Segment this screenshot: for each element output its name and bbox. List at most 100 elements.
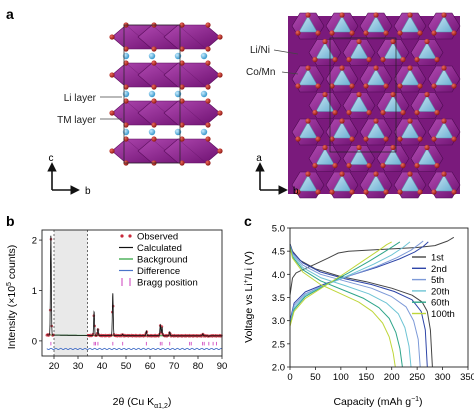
voltage-xtick-label: 200 bbox=[384, 372, 400, 383]
li-atom bbox=[174, 90, 182, 98]
li-octahedron bbox=[383, 94, 403, 112]
oxygen-atom bbox=[339, 12, 345, 18]
series-1st-charge bbox=[289, 236, 455, 296]
oxygen-atom bbox=[383, 83, 389, 89]
xrd-refinement-chart: 20 30 40 50 60 70 80 90 0 1 2 ObservedCalculatedBa… bbox=[6, 229, 228, 410]
xrd-xtick-label: 90 bbox=[217, 361, 228, 372]
oxygen-atom bbox=[312, 56, 318, 63]
xrd-ytick-label: 0 bbox=[32, 336, 37, 347]
oxygen-atom bbox=[373, 171, 379, 177]
oxygen-atom bbox=[332, 109, 338, 116]
li-atom bbox=[174, 128, 182, 136]
oxygen-atom bbox=[295, 30, 301, 36]
oxygen-atom bbox=[390, 38, 396, 45]
oxygen-atom bbox=[205, 84, 211, 90]
oxygen-atom bbox=[179, 46, 185, 52]
excluded-region bbox=[54, 230, 88, 356]
li-octahedron bbox=[417, 147, 437, 165]
li-octahedron bbox=[332, 68, 352, 86]
oxygen-atom bbox=[329, 189, 335, 195]
xrd-xtick-label: 30 bbox=[73, 361, 84, 372]
series-100th-discharge bbox=[289, 247, 396, 368]
legend-label-bragg: Bragg position bbox=[137, 278, 198, 289]
voltage-xtick-label: 100 bbox=[333, 372, 349, 383]
oxygen-atom bbox=[312, 162, 318, 169]
difference-curve bbox=[46, 347, 223, 350]
oxygen-atom bbox=[205, 60, 211, 66]
li-octahedron bbox=[315, 94, 335, 112]
legend-label-2nd: 2nd bbox=[431, 264, 447, 275]
oxygen-atom bbox=[349, 189, 355, 195]
oxygen-atom bbox=[380, 56, 386, 63]
oxygen-atom bbox=[339, 118, 345, 124]
oxygen-atom bbox=[179, 98, 185, 104]
oxygen-atom bbox=[383, 136, 389, 142]
oxygen-atom bbox=[179, 122, 185, 128]
oxygen-atom bbox=[305, 65, 311, 71]
oxygen-atom bbox=[205, 22, 211, 28]
li-octahedron bbox=[383, 147, 403, 165]
oxygen-atom bbox=[315, 30, 321, 36]
li-octahedron bbox=[298, 15, 318, 33]
series-60th-discharge bbox=[289, 246, 403, 368]
oxygen-atom bbox=[346, 109, 352, 116]
axis-label-b-right: b bbox=[293, 186, 299, 197]
li-octahedron bbox=[434, 15, 454, 33]
xrd-xtick-label: 20 bbox=[49, 361, 60, 372]
oxygen-atom bbox=[346, 162, 352, 169]
oxygen-atom bbox=[373, 118, 379, 124]
li-octahedron bbox=[434, 174, 454, 192]
octahedron-edge bbox=[177, 24, 207, 50]
series-2nd-discharge bbox=[289, 244, 428, 368]
oxygen-atom bbox=[417, 30, 423, 36]
oxygen-atom bbox=[414, 109, 420, 116]
li-octahedron bbox=[298, 121, 318, 139]
oxygen-atom bbox=[380, 109, 386, 116]
oxygen-atom bbox=[451, 83, 457, 89]
axis-label-a: a bbox=[256, 153, 262, 164]
oxygen-atom bbox=[383, 30, 389, 36]
oxygen-atom bbox=[217, 34, 223, 40]
voltage-xtick-label: 150 bbox=[358, 372, 374, 383]
tm-layer-1 bbox=[109, 22, 223, 52]
octahedron-edge bbox=[177, 138, 207, 164]
li-octahedron bbox=[349, 41, 369, 59]
axis-indicator-left: c b bbox=[47, 153, 91, 197]
oxygen-atom bbox=[179, 22, 185, 28]
oxygen-atom bbox=[431, 30, 437, 36]
oxygen-atom bbox=[441, 65, 447, 71]
panel-letter-a: a bbox=[6, 6, 14, 22]
oxygen-atom bbox=[349, 136, 355, 142]
oxygen-atom bbox=[366, 162, 372, 169]
oxygen-atom bbox=[123, 136, 129, 142]
oxygen-atom bbox=[305, 118, 311, 124]
series-100th-charge bbox=[289, 241, 392, 327]
voltage-ytick-label: 4.5 bbox=[272, 247, 285, 258]
oxygen-atom bbox=[424, 91, 430, 98]
voltage-xtick-label: 350 bbox=[460, 372, 474, 383]
voltage-ytick-label: 2.0 bbox=[272, 363, 285, 374]
oxygen-atom bbox=[217, 110, 223, 116]
li-octahedron bbox=[332, 121, 352, 139]
li-atom bbox=[148, 128, 156, 136]
li-octahedron bbox=[332, 15, 352, 33]
li-octahedron bbox=[383, 41, 403, 59]
co-mn-label: Co/Mn bbox=[246, 67, 275, 78]
li-atom bbox=[122, 128, 130, 136]
li-atom bbox=[200, 52, 208, 60]
co-mn-leader-line bbox=[281, 71, 299, 75]
oxygen-atom bbox=[312, 109, 318, 116]
li-octahedron bbox=[417, 94, 437, 112]
oxygen-atom bbox=[151, 84, 157, 90]
li-octahedron bbox=[434, 121, 454, 139]
oxygen-atom bbox=[441, 118, 447, 124]
tm-layer-3 bbox=[109, 98, 223, 128]
oxygen-atom bbox=[434, 162, 440, 169]
oxygen-atom bbox=[123, 122, 129, 128]
oxygen-atom bbox=[424, 144, 430, 151]
oxygen-atom bbox=[434, 56, 440, 63]
li-octahedron bbox=[366, 121, 386, 139]
xrd-ylabel: Intensity (×105 counts) bbox=[6, 245, 18, 350]
oxygen-atom bbox=[366, 109, 372, 116]
